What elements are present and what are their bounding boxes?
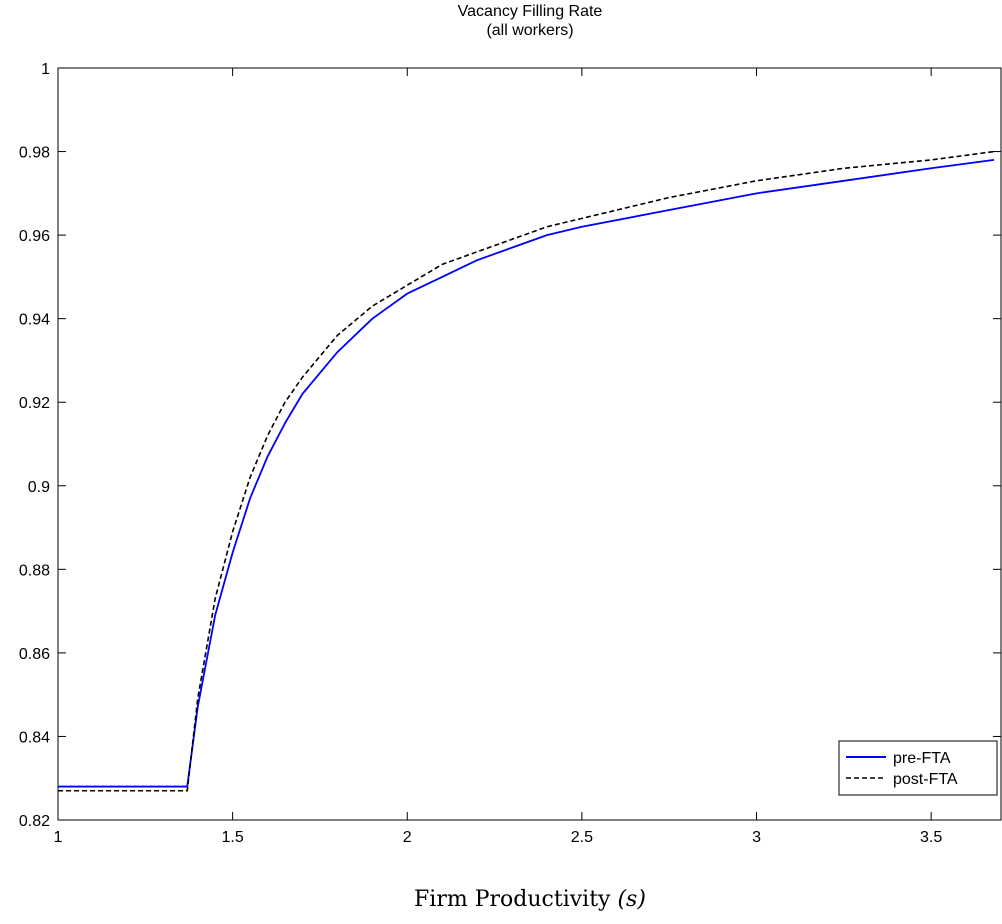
y-tick-label: 0.94 [19, 312, 50, 329]
x-tick-label: 2 [403, 829, 412, 846]
y-tick-label: 0.82 [19, 813, 50, 830]
y-tick-label: 0.84 [19, 729, 50, 746]
series-lines [58, 150, 995, 792]
y-tick-label: 0.96 [19, 228, 50, 245]
legend-label-post-fta: post-FTA [893, 771, 958, 788]
y-tick-label: 0.88 [19, 562, 50, 579]
y-tick-label: 0.9 [28, 479, 50, 496]
series-line-pre-fta [58, 159, 995, 788]
legend-box [838, 740, 998, 796]
x-axis-label-text: Firm Productivity [414, 887, 617, 912]
x-tick-label: 3 [752, 829, 761, 846]
x-tick-label: 3.5 [920, 829, 942, 846]
x-tick-label: 1.5 [222, 829, 244, 846]
legend-label-pre-fta: pre-FTA [893, 750, 951, 767]
axis-ticks: 1 1.5 2 2.5 3 3.5 0.82 0.84 0.86 0.88 0.9 0.92 0.94 0… [19, 61, 1001, 846]
x-tick-label: 2.5 [571, 829, 593, 846]
y-tick-label: 0.92 [19, 395, 50, 412]
y-tick-label: 0.86 [19, 646, 50, 663]
legend: pre-FTA post-FTA [838, 740, 998, 796]
series-line-post-fta [58, 150, 995, 792]
x-tick-label: 1 [54, 829, 63, 846]
x-axis-label: Firm Productivity (s) [414, 887, 646, 912]
x-axis-label-variable: (s) [617, 887, 645, 912]
plot-area [57, 67, 1002, 821]
chart-subtitle: (all workers) [486, 22, 573, 39]
y-tick-label: 1 [41, 61, 50, 78]
chart-title: Vacancy Filling Rate [458, 3, 603, 20]
y-tick-label: 0.98 [19, 145, 50, 162]
